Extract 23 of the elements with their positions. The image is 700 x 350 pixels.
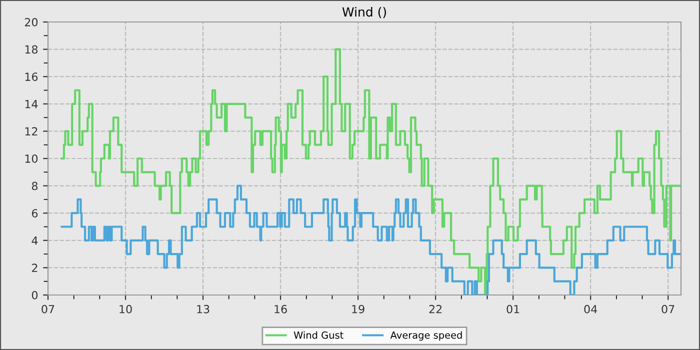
y-tick-label: 2 (32, 264, 38, 272)
x-tick-label: 04 (584, 304, 598, 314)
y-tick-label: 0 (32, 290, 38, 300)
legend-label: Average speed (390, 331, 462, 341)
chart-title: Wind () (342, 6, 386, 18)
y-tick-label: 4 (32, 236, 38, 245)
y-tick-label: 20 (24, 18, 38, 26)
x-tick-label: 07 (42, 304, 54, 314)
x-tick-label: 19 (352, 304, 364, 314)
x-tick-label: 13 (197, 304, 210, 314)
legend-label: Wind Gust (294, 331, 344, 339)
x-tick-label: 16 (274, 304, 287, 314)
y-tick-label: 6 (32, 209, 38, 218)
x-tick-label: 01 (506, 304, 520, 314)
x-tick-label: 07 (662, 304, 674, 314)
y-tick-label: 18 (25, 45, 38, 54)
x-tick-label: 22 (429, 304, 442, 314)
y-tick-label: 12 (25, 127, 38, 136)
x-tick-label: 10 (120, 304, 132, 314)
y-tick-label: 8 (32, 182, 38, 190)
y-tick-label: 14 (25, 100, 38, 108)
y-tick-label: 10 (25, 154, 38, 163)
y-tick-label: 16 (25, 72, 38, 81)
